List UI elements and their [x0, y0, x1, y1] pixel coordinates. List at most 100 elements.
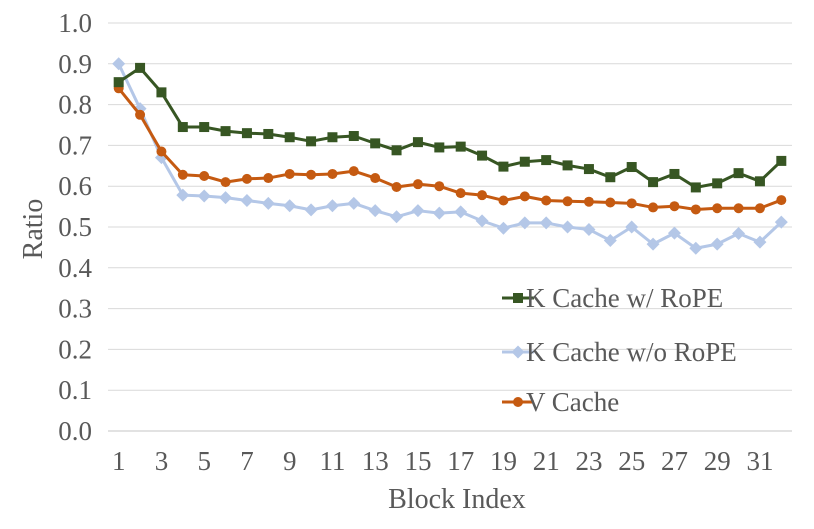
- x-tick-label: 19: [490, 446, 517, 476]
- x-tick-label: 1: [112, 446, 126, 476]
- data-point: [690, 204, 701, 215]
- data-point: [220, 126, 231, 137]
- data-point: [177, 169, 188, 180]
- y-tick-label: 0.7: [58, 130, 92, 160]
- data-point: [733, 168, 744, 179]
- legend: K Cache w/ RoPE K Cache w/o RoPE V Cache: [502, 283, 737, 417]
- x-tick-label: 13: [362, 446, 389, 476]
- data-point: [477, 190, 488, 201]
- x-axis-title: Block Index: [388, 484, 526, 515]
- data-point: [605, 172, 616, 183]
- x-tick-label: 15: [404, 446, 431, 476]
- data-point: [197, 189, 211, 203]
- data-point: [669, 201, 680, 212]
- x-tick-label: 11: [319, 446, 345, 476]
- data-point: [113, 77, 124, 88]
- data-point: [412, 179, 423, 190]
- legend-marker: [513, 397, 523, 407]
- data-point: [753, 235, 767, 249]
- data-point: [710, 237, 724, 251]
- data-point: [582, 222, 596, 236]
- series-line-k-cache-w-rope: [117, 66, 783, 189]
- data-point: [156, 87, 167, 98]
- legend-marker: [511, 345, 525, 359]
- data-point: [391, 145, 402, 156]
- data-point: [327, 168, 338, 179]
- data-point: [241, 128, 252, 139]
- x-tick-labels: 1 3 5 7 9 11 13 15 17 19 21 23 25 27 29 31: [112, 446, 774, 476]
- data-point: [626, 162, 637, 173]
- data-point: [498, 195, 509, 206]
- data-point: [648, 202, 659, 213]
- data-point: [454, 205, 468, 219]
- data-point: [583, 196, 594, 207]
- series-v-cache: [113, 83, 787, 215]
- y-axis-title: Ratio: [18, 199, 49, 260]
- data-point: [774, 215, 788, 229]
- series-k-cache-w-o-rope: [112, 57, 788, 255]
- data-point: [304, 203, 318, 217]
- data-point: [496, 221, 510, 235]
- data-point: [283, 199, 297, 213]
- data-point: [327, 132, 338, 143]
- data-point: [390, 210, 404, 224]
- data-point: [135, 109, 146, 120]
- series-group: [112, 57, 788, 255]
- x-tick-label: 7: [240, 446, 254, 476]
- data-point: [562, 160, 573, 171]
- data-point: [219, 191, 233, 205]
- x-tick-label: 31: [746, 446, 773, 476]
- data-point: [732, 227, 746, 241]
- x-tick-label: 29: [704, 446, 731, 476]
- data-point: [240, 193, 254, 207]
- data-point: [284, 132, 295, 143]
- data-point: [648, 177, 659, 188]
- legend-marker: [513, 293, 523, 303]
- data-point: [263, 128, 274, 139]
- data-point: [306, 136, 317, 147]
- data-point: [562, 196, 573, 207]
- y-tick-label: 1.0: [58, 8, 92, 38]
- legend-label: K Cache w/o RoPE: [526, 337, 737, 367]
- data-point: [347, 196, 361, 210]
- y-tick-label: 0.4: [58, 253, 92, 283]
- data-point: [776, 155, 787, 166]
- data-point: [561, 220, 575, 234]
- data-point: [690, 182, 701, 193]
- data-point: [370, 173, 381, 184]
- data-point: [583, 164, 594, 175]
- y-tick-label: 0.9: [58, 49, 92, 79]
- data-point: [519, 156, 530, 167]
- data-point: [199, 171, 210, 181]
- data-point: [667, 226, 681, 240]
- data-point: [519, 191, 530, 202]
- data-point: [412, 137, 423, 148]
- data-point: [325, 199, 339, 213]
- x-tick-label: 21: [533, 446, 560, 476]
- y-tick-label: 0.6: [58, 171, 92, 201]
- data-point: [220, 177, 231, 188]
- x-tick-label: 17: [447, 446, 474, 476]
- y-tick-labels: 0.0 0.1 0.2 0.3 0.4 0.5 0.6 0.7 0.8 0.9 1.0: [58, 8, 92, 446]
- data-point: [712, 178, 723, 189]
- data-point: [176, 188, 190, 202]
- x-tick-label: 9: [283, 446, 297, 476]
- y-tick-label: 0.3: [58, 294, 92, 324]
- data-point: [284, 168, 295, 179]
- data-point: [646, 237, 660, 251]
- data-point: [689, 241, 703, 255]
- data-point: [241, 173, 252, 184]
- data-point: [539, 216, 553, 230]
- data-point: [754, 203, 765, 214]
- data-point: [261, 196, 275, 210]
- data-point: [135, 62, 146, 73]
- y-tick-label: 0.8: [58, 90, 92, 120]
- data-point: [177, 122, 188, 133]
- data-point: [411, 204, 425, 218]
- data-point: [605, 197, 616, 208]
- gridlines: [108, 22, 792, 391]
- y-tick-label: 0.0: [58, 416, 92, 446]
- y-tick-label: 0.1: [58, 375, 92, 405]
- data-point: [455, 188, 466, 199]
